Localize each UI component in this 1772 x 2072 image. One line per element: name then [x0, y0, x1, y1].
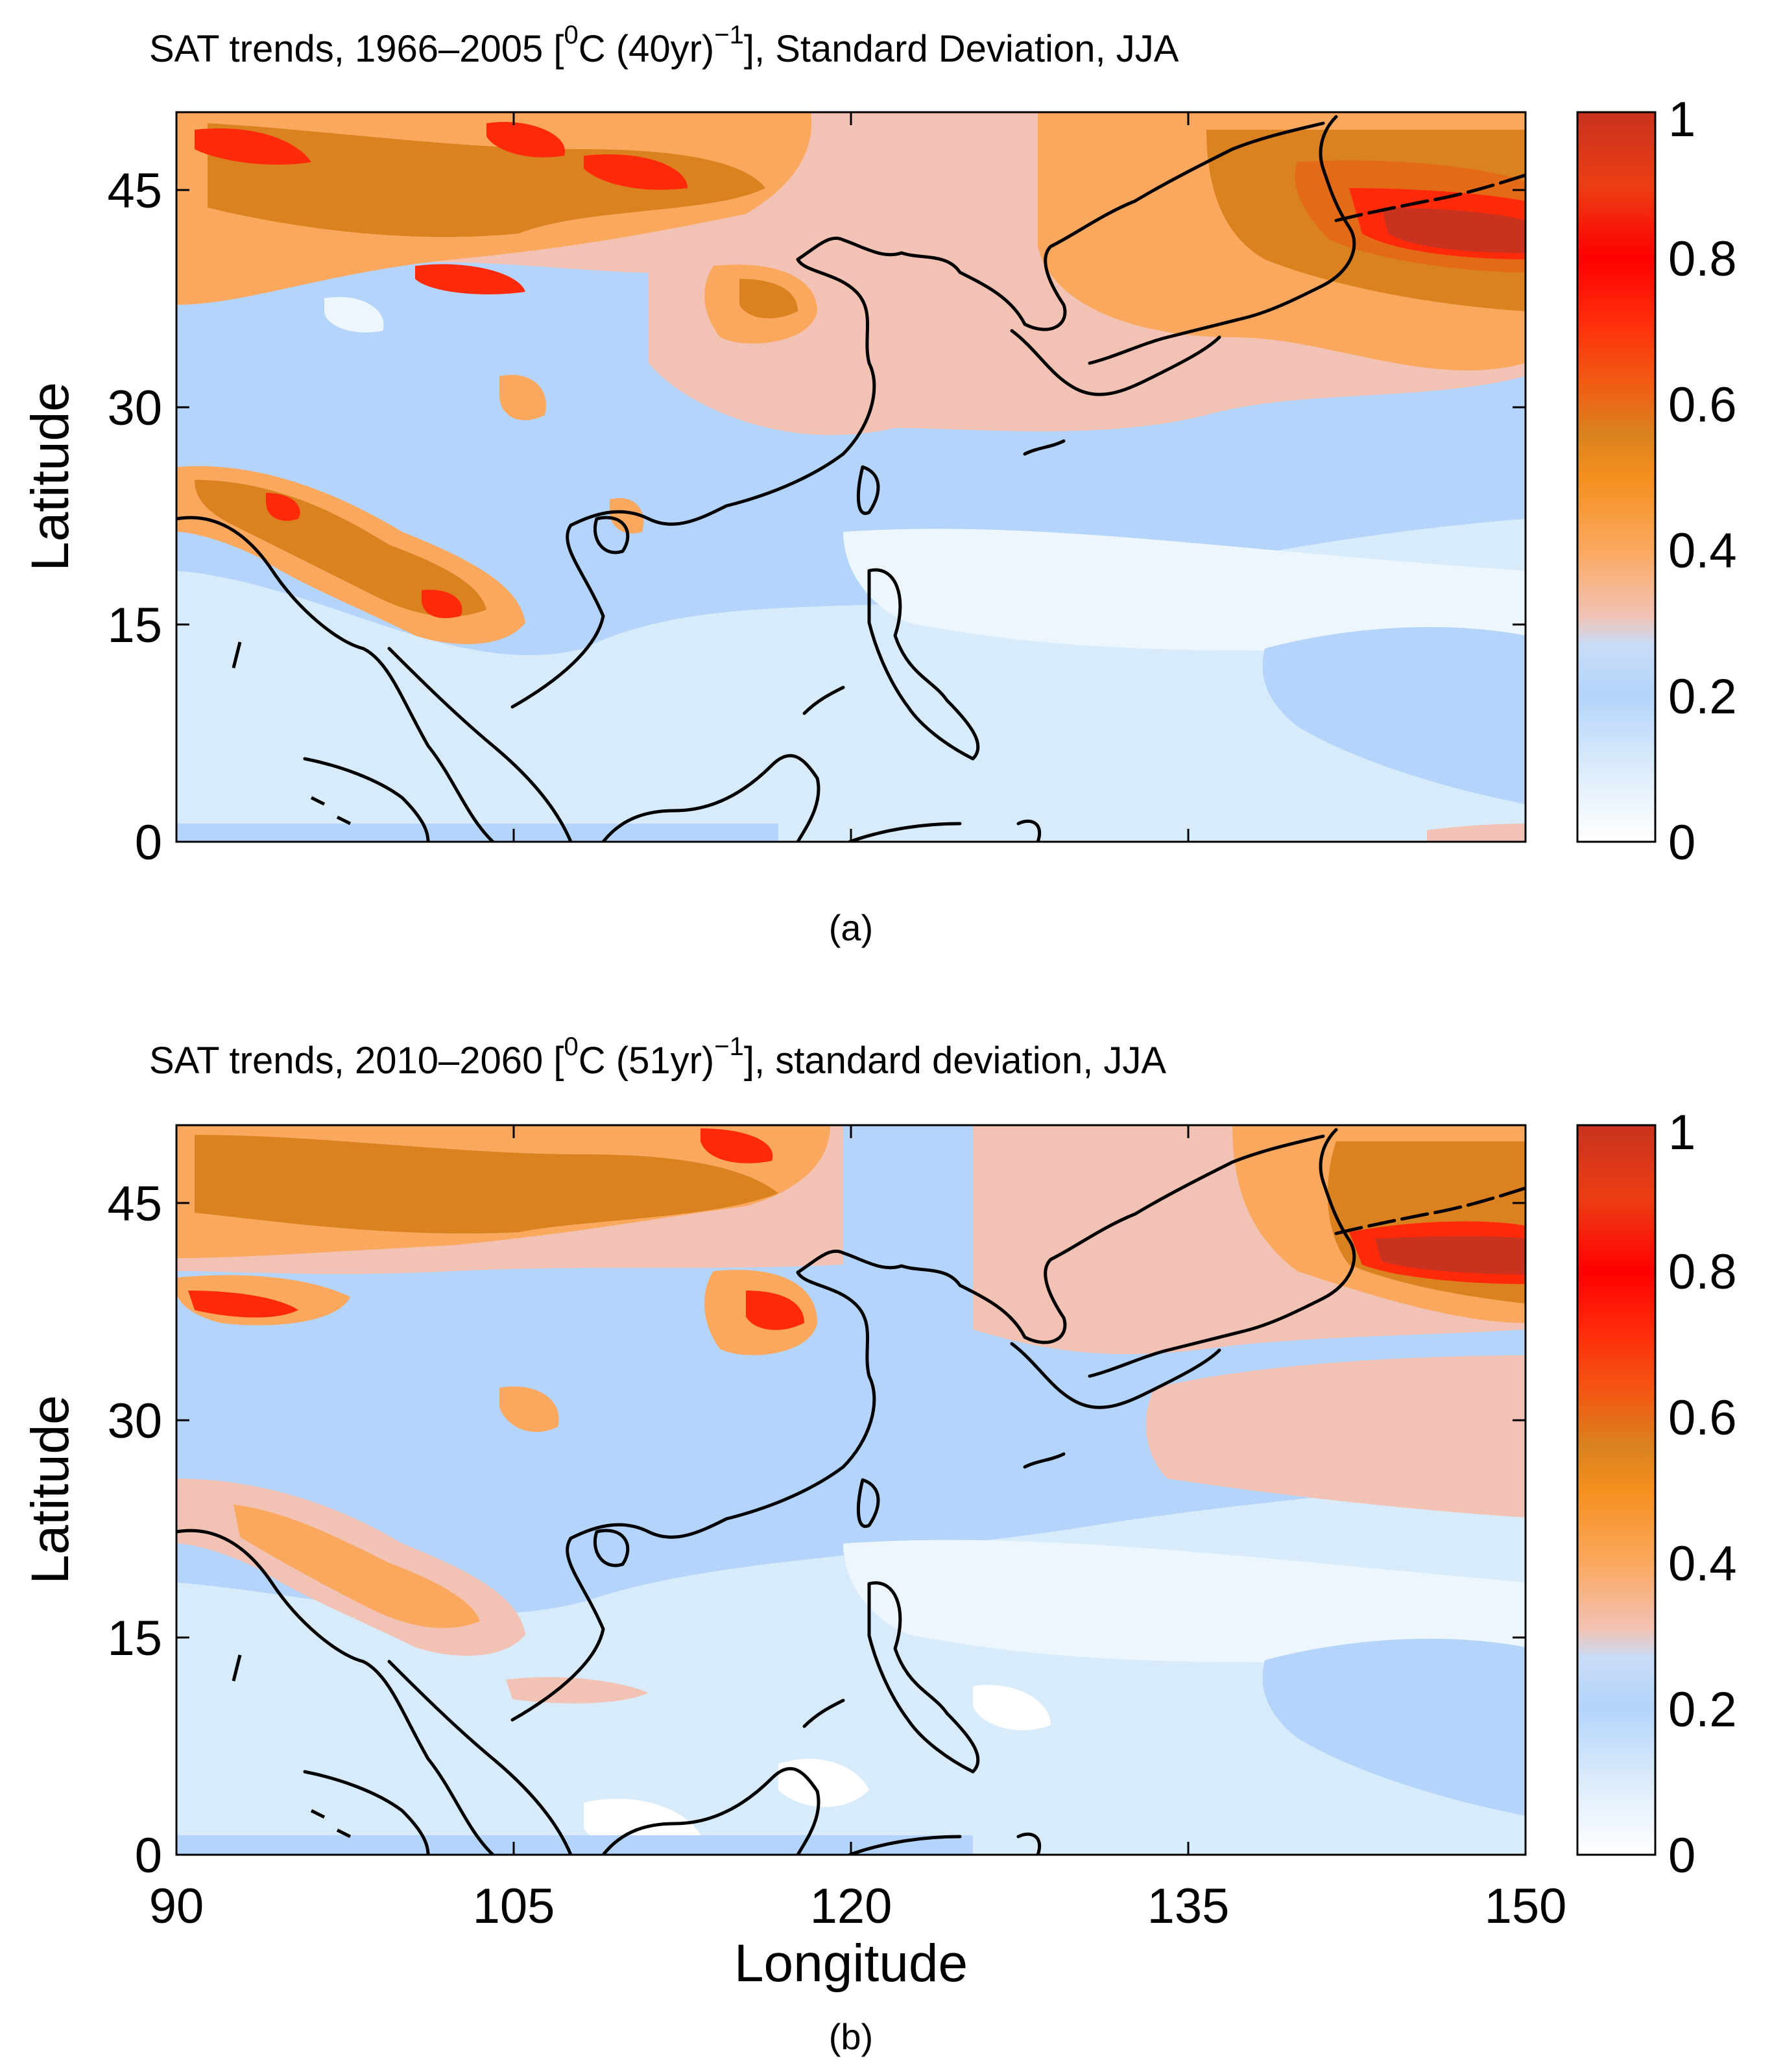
panel-b-cb-tick-0.6: 0.6 [1668, 1390, 1737, 1446]
panel-a-lat-tick-30: 30 [107, 381, 162, 436]
panel-b-caption: (b) [829, 2016, 873, 2057]
panel-a: SAT trends, 1966–2005 [0C (40yr)−1], Sta… [21, 21, 1737, 948]
panel-a-colorbar: 0 0.2 0.4 0.6 0.8 1 [1576, 92, 1737, 870]
panel-a-lat-tick-0: 0 [135, 815, 162, 870]
panel-b-cb-tick-1: 1 [1668, 1105, 1695, 1160]
panel-a-cb-tick-0: 0 [1668, 815, 1695, 870]
panel-a-cb-tick-0.8: 0.8 [1668, 232, 1737, 287]
panel-a-cb-tick-0.6: 0.6 [1668, 377, 1737, 433]
panel-a-cb-tick-0.4: 0.4 [1668, 523, 1737, 578]
panel-b-ylabel: Latitude [21, 1395, 80, 1584]
panel-a-map [176, 112, 1526, 842]
panel-a-lat-tick-45: 45 [107, 163, 162, 219]
panel-b-cb-tick-0.4: 0.4 [1668, 1536, 1737, 1591]
panel-a-coastlines [176, 115, 1526, 842]
panel-b-cb-tick-0: 0 [1668, 1828, 1695, 1883]
lon-tick-105: 105 [473, 1879, 555, 1934]
panel-b-map [176, 1125, 1526, 1855]
panel-b-lat-tick-0: 0 [135, 1828, 162, 1883]
panel-b-lat-tick-45: 45 [107, 1176, 162, 1232]
lon-tick-120: 120 [810, 1879, 892, 1934]
panel-b-cb-tick-0.8: 0.8 [1668, 1244, 1737, 1300]
lon-tick-135: 135 [1147, 1879, 1230, 1934]
panel-a-cb-tick-0.2: 0.2 [1668, 669, 1737, 724]
panel-b-cb-tick-0.2: 0.2 [1668, 1682, 1737, 1737]
lon-tick-90: 90 [149, 1879, 204, 1934]
panel-b-colorbar: 0 0.2 0.4 0.6 0.8 1 [1576, 1105, 1737, 1883]
panel-b-coastlines [176, 1128, 1526, 1855]
panel-a-cb-tick-1: 1 [1668, 92, 1695, 147]
panel-b-xlabel: Longitude [734, 1934, 968, 1993]
lon-tick-150: 150 [1485, 1879, 1567, 1934]
panel-b-lat-tick-15: 15 [107, 1611, 162, 1666]
panel-b: SAT trends, 2010–2060 [0C (51yr)−1], sta… [21, 1032, 1737, 2057]
panel-a-title: SAT trends, 1966–2005 [0C (40yr)−1], Sta… [149, 21, 1179, 70]
panel-b-lat-tick-30: 30 [107, 1394, 162, 1449]
panel-a-caption: (a) [829, 907, 873, 948]
panel-b-ticks [176, 1125, 1526, 1855]
panel-a-lat-tick-15: 15 [107, 598, 162, 653]
panel-a-ylabel: Latitude [21, 382, 80, 571]
panel-b-title: SAT trends, 2010–2060 [0C (51yr)−1], sta… [149, 1032, 1166, 1082]
panel-a-ticks [176, 112, 1526, 842]
